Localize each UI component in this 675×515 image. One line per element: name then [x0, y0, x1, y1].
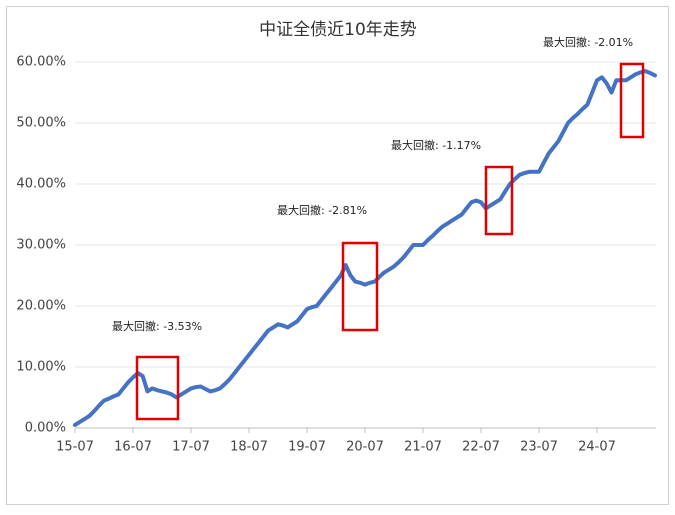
x-tick-label: 23-07	[520, 440, 558, 455]
y-tick-label: 20.00%	[16, 299, 66, 314]
highlight-box	[341, 241, 379, 332]
highlight-box	[484, 165, 514, 236]
chart-title: 中证全债近10年走势	[259, 20, 417, 40]
y-tick-label: 60.00%	[16, 55, 66, 70]
y-tick-label: 40.00%	[16, 177, 66, 192]
x-tick-label: 24-07	[578, 440, 616, 455]
y-tick-label: 30.00%	[16, 238, 66, 253]
annotation: 最大回撤: -3.53%	[112, 319, 202, 333]
x-tick-label: 17-07	[172, 440, 210, 455]
x-tick-label: 15-07	[56, 440, 94, 455]
x-tick-label: 16-07	[114, 440, 152, 455]
x-tick-label: 20-07	[346, 440, 384, 455]
annotation: 最大回撤: -2.01%	[543, 35, 633, 49]
highlight-box	[619, 62, 645, 139]
x-tick-label: 21-07	[404, 440, 442, 455]
annotation: 最大回撤: -2.81%	[277, 203, 367, 217]
y-tick-label: 50.00%	[16, 116, 66, 131]
annotation: 最大回撤: -1.17%	[391, 138, 481, 152]
x-tick-label: 22-07	[462, 440, 500, 455]
data-line	[73, 69, 657, 427]
y-tick-label: 10.00%	[16, 360, 66, 375]
y-tick-label: 0.00%	[25, 421, 66, 436]
chart-frame	[6, 6, 669, 505]
x-tick-label: 18-07	[230, 440, 268, 455]
highlight-box	[135, 355, 180, 421]
x-tick-label: 19-07	[288, 440, 326, 455]
